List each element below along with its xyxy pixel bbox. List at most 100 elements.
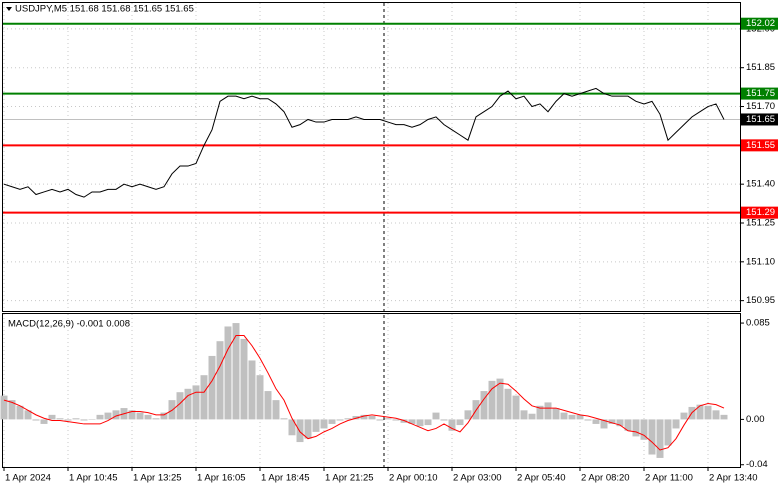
x-tick-label: 2 Apr 00:10 <box>389 473 438 484</box>
macd-bar <box>600 419 608 429</box>
x-tick-label: 2 Apr 03:00 <box>453 473 502 484</box>
macd-bar <box>112 410 120 420</box>
macd-bar <box>640 419 648 440</box>
macd-bar <box>376 419 384 421</box>
macd-bar <box>552 408 560 420</box>
y-tick-label: 151.85 <box>746 62 775 73</box>
level-label-box <box>741 87 778 100</box>
macd-bar <box>288 419 296 436</box>
x-tick-label: 1 Apr 18:45 <box>261 473 310 484</box>
macd-bar <box>608 419 616 424</box>
macd-bar <box>200 375 208 420</box>
last-price-label: 151.65 <box>746 114 775 125</box>
macd-bar <box>296 419 304 443</box>
macd-bar <box>0 395 8 420</box>
macd-bar <box>664 419 672 446</box>
macd-bar <box>560 412 568 420</box>
macd-bar <box>80 419 88 421</box>
macd-bar <box>504 388 512 420</box>
macd-bar <box>368 416 376 420</box>
macd-bar <box>24 410 32 420</box>
macd-bar <box>480 391 488 420</box>
macd-bar <box>40 419 48 424</box>
y-tick-label: 0.00 <box>746 414 765 425</box>
macd-bar <box>320 419 328 429</box>
macd-bar <box>280 418 288 420</box>
x-tick-label: 2 Apr 05:40 <box>517 473 566 484</box>
macd-bar <box>440 419 448 421</box>
macd-bar <box>712 410 720 420</box>
x-tick-label: 1 Apr 21:25 <box>325 473 374 484</box>
y-tick-label: 0.085 <box>746 318 770 329</box>
x-tick-label: 2 Apr 11:00 <box>645 473 693 484</box>
macd-bar <box>152 418 160 420</box>
y-tick-label: 151.10 <box>746 256 775 267</box>
macd-bar <box>48 414 56 420</box>
macd-bar <box>16 405 24 420</box>
macd-bar <box>528 413 536 420</box>
macd-bar <box>144 414 152 420</box>
macd-bar <box>448 419 456 431</box>
macd-bar <box>584 419 592 421</box>
macd-bar <box>240 338 248 420</box>
x-tick-label: 1 Apr 16:05 <box>197 473 246 484</box>
macd-bar <box>576 414 584 420</box>
level-label: 151.75 <box>746 88 775 99</box>
x-tick-label: 1 Apr 2024 <box>5 473 51 484</box>
x-tick-label: 2 Apr 13:40 <box>709 473 758 484</box>
macd-panel-frame <box>2 313 741 468</box>
macd-bar <box>160 412 168 420</box>
macd-bar <box>64 419 72 421</box>
macd-bar <box>256 375 264 420</box>
chart-title: USDJPY,M5 151.68 151.68 151.65 151.65 <box>15 4 194 15</box>
price-line <box>3 87 725 198</box>
macd-bar <box>704 405 712 420</box>
macd-bar <box>72 418 80 420</box>
macd-bar <box>680 412 688 420</box>
y-tick-label: 151.40 <box>746 179 775 190</box>
macd-bar <box>616 419 624 427</box>
macd-bar <box>32 419 40 421</box>
macd-bar <box>128 410 136 420</box>
macd-bar <box>384 418 392 420</box>
macd-bar <box>104 412 112 420</box>
macd-bar <box>648 419 656 455</box>
macd-bar <box>536 405 544 420</box>
macd-bar <box>512 395 520 420</box>
macd-bar <box>264 391 272 420</box>
macd-bar <box>232 323 240 420</box>
macd-bar <box>592 419 600 424</box>
macd-bar <box>496 378 504 420</box>
x-tick-label: 1 Apr 13:25 <box>133 473 182 484</box>
macd-bar <box>8 400 16 420</box>
macd-bar <box>88 419 96 420</box>
y-tick-label: 151.70 <box>746 101 775 112</box>
macd-bar <box>56 418 64 420</box>
level-label-box <box>741 17 778 30</box>
macd-bar <box>392 419 400 421</box>
macd-bar <box>488 380 496 420</box>
level-label: 151.55 <box>746 140 775 151</box>
macd-bar <box>632 419 640 437</box>
macd-bar <box>456 419 464 426</box>
macd-bar <box>312 419 320 432</box>
macd-bar <box>184 388 192 420</box>
level-label-box <box>741 206 778 219</box>
macd-bar <box>176 392 184 420</box>
macd-bar <box>424 419 432 426</box>
macd-bar <box>248 360 256 420</box>
macd-bar <box>720 414 728 420</box>
macd-bar <box>360 414 368 420</box>
y-tick-label: 151.25 <box>746 218 775 229</box>
macd-bar <box>224 326 232 420</box>
macd-bar <box>304 419 312 439</box>
price-panel-frame <box>2 2 741 312</box>
macd-title: MACD(12,26,9) -0.001 0.008 <box>8 319 130 330</box>
macd-bar <box>208 355 216 420</box>
macd-bar <box>656 419 664 458</box>
level-label: 152.02 <box>746 18 775 29</box>
x-tick-label: 1 Apr 10:45 <box>69 473 118 484</box>
macd-bar <box>672 419 680 429</box>
